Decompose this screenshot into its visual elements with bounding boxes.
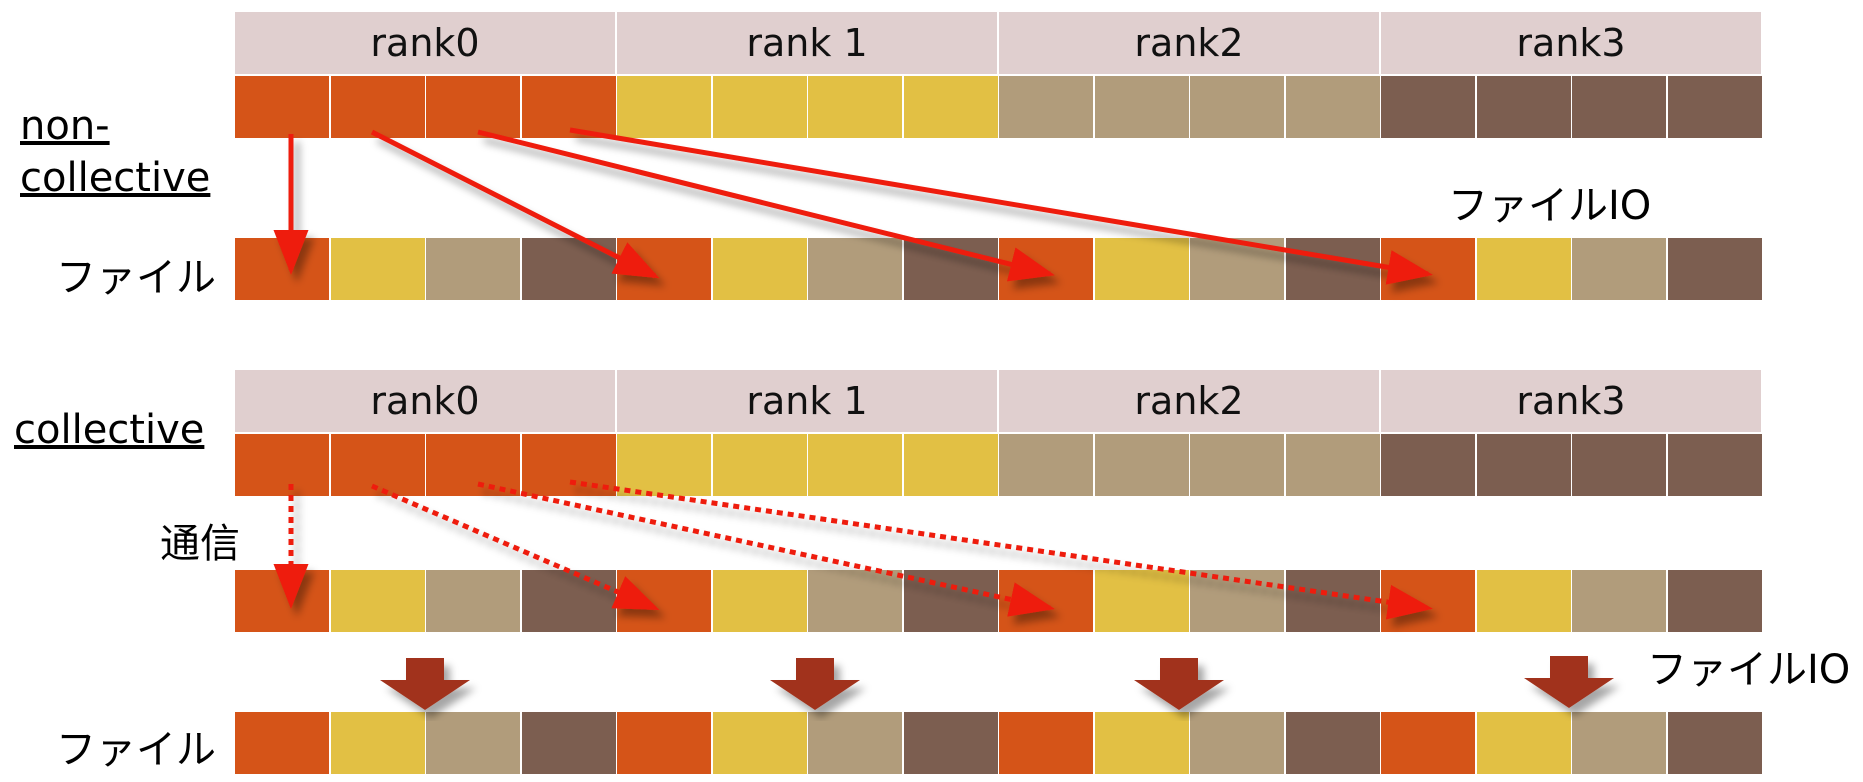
memory-row-top-cell-15	[1667, 76, 1762, 138]
file-io-label-bottom: ファイルIO	[1647, 647, 1851, 693]
file-row-top-cell-9	[1094, 238, 1189, 300]
buffer-row-bottom-cell-14	[1572, 570, 1666, 632]
memory-row-bottom-cell-7	[903, 434, 998, 496]
non-collective-label-line2: collective	[20, 155, 211, 201]
block-arrow-3	[1524, 656, 1614, 708]
rank-header-1-bottom: rank 1	[617, 370, 997, 432]
memory-row-top-cell-5	[712, 76, 807, 138]
file-row-bottom-cell-10	[1190, 712, 1284, 774]
memory-row-bottom-cell-11	[1285, 434, 1380, 496]
memory-row-top-cell-13	[1476, 76, 1571, 138]
rank-header-0-bottom: rank0	[235, 370, 615, 432]
memory-row-top-cell-4	[617, 76, 711, 138]
buffer-row-bottom-cell-5	[712, 570, 807, 632]
file-row-bottom-cell-8	[999, 712, 1093, 774]
rank-header-1-top: rank 1	[617, 12, 997, 74]
memory-row-top-cell-6	[808, 76, 902, 138]
memory-row-top-cell-1	[330, 76, 425, 138]
memory-row-bottom-cell-13	[1476, 434, 1571, 496]
buffer-row-bottom-cell-1	[330, 570, 425, 632]
arrow-solid-2	[477, 129, 1055, 282]
buffer-row-bottom-cell-2	[426, 570, 520, 632]
communication-label: 通信	[160, 521, 240, 567]
memory-row-bottom-cell-0	[235, 434, 329, 496]
memory-row-bottom-cell-12	[1381, 434, 1475, 496]
buffer-row-bottom-cell-3	[521, 570, 616, 632]
file-row-bottom-cell-11	[1285, 712, 1380, 774]
file-row-bottom-cell-4	[617, 712, 711, 774]
arrow-solid-3	[569, 127, 1433, 285]
file-row-top-cell-13	[1476, 238, 1571, 300]
memory-row-top-cell-2	[426, 76, 520, 138]
arrow-solid-1	[370, 129, 660, 279]
memory-row-bottom-cell-5	[712, 434, 807, 496]
memory-row-bottom-cell-9	[1094, 434, 1189, 496]
memory-row-top-cell-12	[1381, 76, 1475, 138]
memory-row-bottom-cell-10	[1190, 434, 1284, 496]
arrow-dotted-1	[371, 483, 660, 611]
rank-header-2-top: rank2	[999, 12, 1379, 74]
file-row-bottom-cell-6	[808, 712, 902, 774]
buffer-row-bottom-cell-9	[1094, 570, 1189, 632]
arrow-dotted-3	[569, 479, 1433, 620]
block-arrow-2	[1134, 658, 1224, 710]
file-row-bottom-cell-13	[1476, 712, 1571, 774]
memory-row-bottom-cell-6	[808, 434, 902, 496]
file-io-label-top: ファイルIO	[1448, 183, 1652, 229]
rank-header-3-bottom: rank3	[1381, 370, 1761, 432]
memory-row-bottom-cell-4	[617, 434, 711, 496]
memory-row-top-cell-10	[1190, 76, 1284, 138]
memory-row-top-cell-9	[1094, 76, 1189, 138]
file-row-bottom-cell-5	[712, 712, 807, 774]
buffer-row-bottom-cell-15	[1667, 570, 1762, 632]
non-collective-label-line1: non-	[20, 103, 110, 149]
memory-row-top-cell-11	[1285, 76, 1380, 138]
buffer-row-bottom-cell-13	[1476, 570, 1571, 632]
file-row-bottom-cell-15	[1667, 712, 1762, 774]
file-label-bottom: ファイル	[56, 727, 216, 773]
buffer-row-bottom-cell-6	[808, 570, 902, 632]
memory-row-bottom-cell-8	[999, 434, 1093, 496]
memory-row-top-cell-0	[235, 76, 329, 138]
block-arrow-0	[380, 658, 470, 710]
rank-header-2-bottom: rank2	[999, 370, 1379, 432]
buffer-row-bottom-cell-11	[1285, 570, 1380, 632]
file-row-bottom-cell-1	[330, 712, 425, 774]
collective-label: collective	[14, 407, 205, 453]
file-row-bottom-cell-12	[1381, 712, 1475, 774]
memory-row-top-cell-3	[521, 76, 616, 138]
file-row-top-cell-1	[330, 238, 425, 300]
memory-row-top-cell-8	[999, 76, 1093, 138]
block-arrow-1	[770, 658, 860, 710]
arrow-dotted-2	[477, 481, 1055, 617]
rank-header-0-top: rank0	[235, 12, 615, 74]
file-row-top-cell-14	[1572, 238, 1666, 300]
file-row-top-cell-5	[712, 238, 807, 300]
file-row-top-cell-15	[1667, 238, 1762, 300]
file-row-top-cell-2	[426, 238, 520, 300]
file-row-bottom-cell-7	[903, 712, 998, 774]
file-row-bottom-cell-9	[1094, 712, 1189, 774]
file-label-top: ファイル	[56, 255, 216, 301]
file-row-bottom-cell-14	[1572, 712, 1666, 774]
file-row-top-cell-11	[1285, 238, 1380, 300]
memory-row-top-cell-7	[903, 76, 998, 138]
memory-row-bottom-cell-3	[521, 434, 616, 496]
memory-row-top-cell-14	[1572, 76, 1666, 138]
file-row-bottom-cell-3	[521, 712, 616, 774]
file-row-bottom-cell-0	[235, 712, 329, 774]
memory-row-bottom-cell-14	[1572, 434, 1666, 496]
memory-row-bottom-cell-15	[1667, 434, 1762, 496]
file-row-top-cell-6	[808, 238, 902, 300]
file-row-bottom-cell-2	[426, 712, 520, 774]
memory-row-bottom-cell-2	[426, 434, 520, 496]
rank-header-3-top: rank3	[1381, 12, 1761, 74]
